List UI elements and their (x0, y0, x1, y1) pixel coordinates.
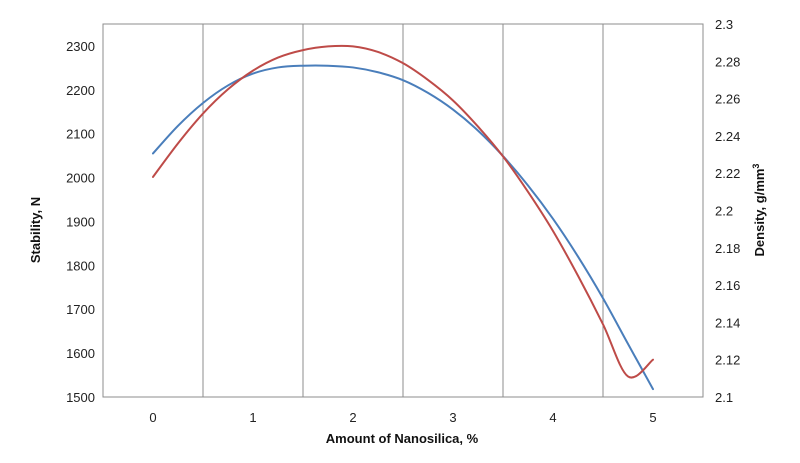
x-axis-ticks: 0 1 2 3 4 5 (149, 410, 656, 425)
right-tick-label: 2.26 (715, 92, 740, 107)
left-tick-label: 2200 (66, 83, 95, 98)
x-tick-label: 3 (449, 410, 456, 425)
grid (202, 24, 604, 397)
right-tick-label: 2.16 (715, 278, 740, 293)
right-tick-label: 2.24 (715, 129, 740, 144)
left-tick-label: 2300 (66, 39, 95, 54)
left-tick-label: 1500 (66, 390, 95, 405)
left-tick-label: 1700 (66, 302, 95, 317)
left-axis-title: Stability, N (28, 197, 43, 263)
right-axis-title: Density, g/mm3 (751, 164, 767, 257)
stability-series-line (152, 64, 654, 391)
x-tick-label: 0 (149, 410, 156, 425)
right-tick-label: 2.28 (715, 54, 740, 69)
right-axis-ticks: 2.1 2.12 2.14 2.16 2.18 2.2 2.22 2.24 2.26 2.28 2.… (715, 17, 740, 405)
right-tick-label: 2.22 (715, 166, 740, 181)
left-tick-label: 2000 (66, 171, 95, 186)
right-axis-title-main: Density, g/mm (752, 169, 767, 257)
left-tick-label: 1900 (66, 214, 95, 229)
x-tick-label: 5 (649, 410, 656, 425)
right-tick-label: 2.14 (715, 315, 740, 330)
x-tick-label: 2 (349, 410, 356, 425)
right-axis-title-superscript: 3 (751, 164, 761, 169)
x-tick-label: 4 (549, 410, 556, 425)
density-series-line (152, 44, 654, 379)
x-axis-title: Amount of Nanosilica, % (326, 431, 479, 446)
right-tick-label: 2.2 (715, 204, 733, 219)
right-tick-label: 2.1 (715, 390, 733, 405)
plot-area-border (102, 23, 704, 398)
left-axis-ticks: 1500 1600 1700 1800 1900 2000 2100 2200 2300 (66, 39, 95, 405)
right-tick-label: 2.18 (715, 241, 740, 256)
left-tick-label: 1600 (66, 346, 95, 361)
series-layer (152, 44, 654, 391)
left-tick-label: 2100 (66, 127, 95, 142)
right-tick-label: 2.3 (715, 17, 733, 32)
x-tick-label: 1 (249, 410, 256, 425)
right-tick-label: 2.12 (715, 353, 740, 368)
left-tick-label: 1800 (66, 258, 95, 273)
